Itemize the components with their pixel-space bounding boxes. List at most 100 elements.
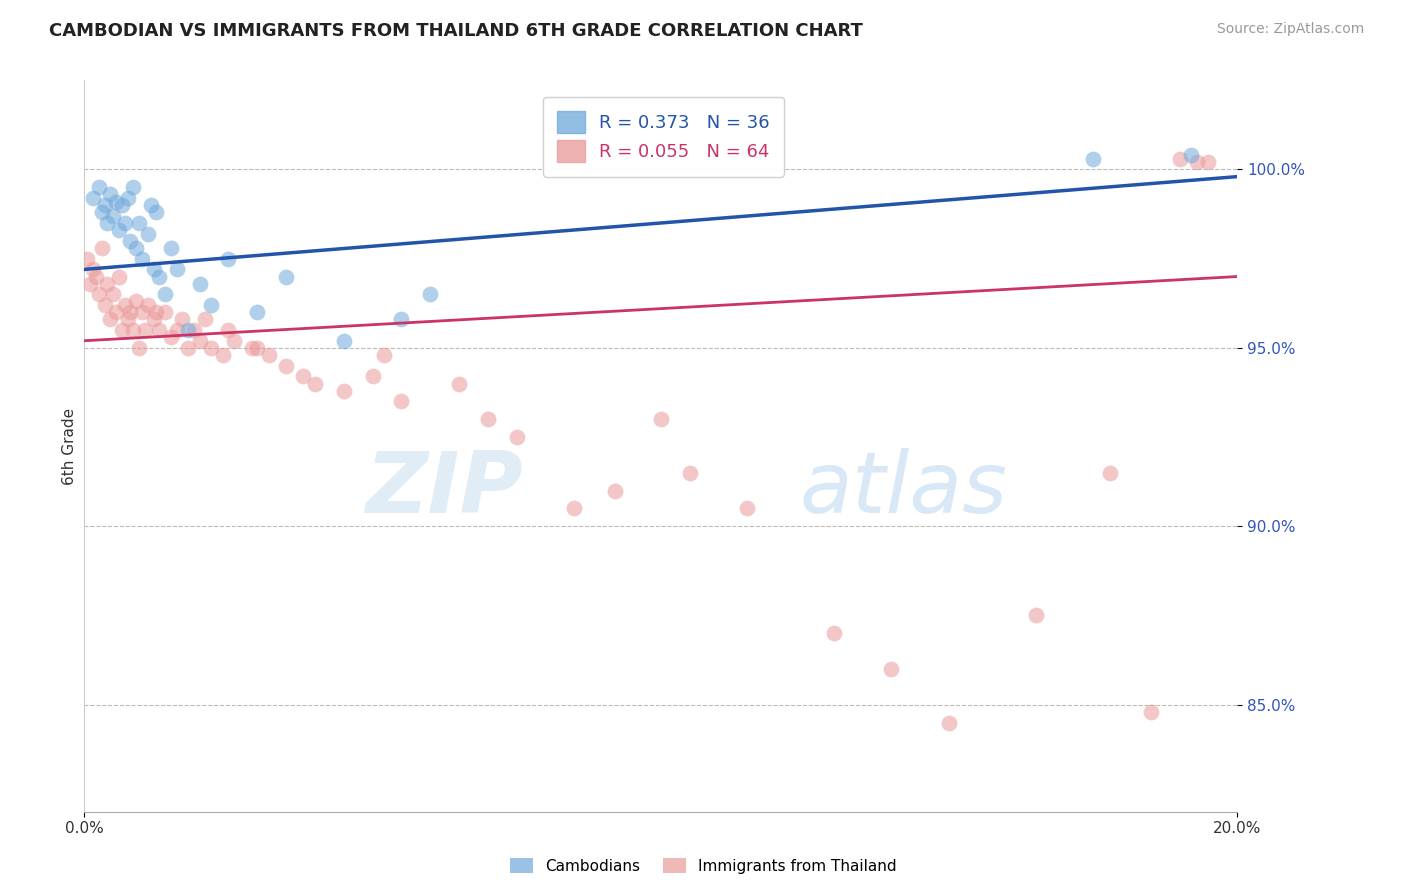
- Text: ZIP: ZIP: [364, 449, 523, 532]
- Point: [148, 323, 170, 337]
- Point: [98, 187, 121, 202]
- Point: [153, 287, 176, 301]
- Point: [111, 323, 134, 337]
- Point: [246, 305, 269, 319]
- Point: [108, 269, 131, 284]
- Point: [240, 341, 263, 355]
- Point: [84, 269, 107, 284]
- Point: [82, 262, 104, 277]
- Point: [737, 501, 759, 516]
- Point: [304, 376, 326, 391]
- Point: [391, 394, 413, 409]
- Point: [160, 241, 183, 255]
- Point: [142, 262, 165, 277]
- Point: [96, 216, 118, 230]
- Point: [679, 466, 702, 480]
- Point: [1180, 148, 1202, 162]
- Point: [166, 323, 188, 337]
- Point: [1083, 152, 1105, 166]
- Point: [200, 298, 222, 312]
- Point: [276, 359, 298, 373]
- Point: [477, 412, 499, 426]
- Point: [246, 341, 269, 355]
- Point: [93, 298, 115, 312]
- Point: [134, 323, 156, 337]
- Point: [131, 252, 153, 266]
- Point: [218, 323, 240, 337]
- Point: [125, 241, 148, 255]
- Point: [120, 234, 142, 248]
- Point: [177, 323, 200, 337]
- Point: [880, 662, 903, 676]
- Point: [361, 369, 384, 384]
- Point: [333, 384, 356, 398]
- Point: [114, 298, 136, 312]
- Point: [1025, 608, 1047, 623]
- Text: Source: ZipAtlas.com: Source: ZipAtlas.com: [1216, 22, 1364, 37]
- Point: [1099, 466, 1122, 480]
- Point: [122, 323, 145, 337]
- Point: [373, 348, 395, 362]
- Point: [603, 483, 626, 498]
- Point: [105, 194, 128, 209]
- Point: [148, 269, 170, 284]
- Point: [103, 287, 124, 301]
- Point: [211, 348, 233, 362]
- Point: [200, 341, 222, 355]
- Point: [120, 305, 142, 319]
- Y-axis label: 6th Grade: 6th Grade: [62, 408, 77, 484]
- Point: [82, 191, 104, 205]
- Point: [108, 223, 131, 237]
- Point: [419, 287, 441, 301]
- Point: [160, 330, 183, 344]
- Point: [183, 323, 205, 337]
- Legend: R = 0.373   N = 36, R = 0.055   N = 64: R = 0.373 N = 36, R = 0.055 N = 64: [543, 96, 785, 177]
- Point: [194, 312, 217, 326]
- Text: atlas: atlas: [799, 449, 1007, 532]
- Point: [96, 277, 118, 291]
- Point: [145, 205, 167, 219]
- Point: [938, 715, 960, 730]
- Point: [136, 227, 159, 241]
- Point: [128, 341, 150, 355]
- Point: [111, 198, 134, 212]
- Point: [125, 294, 148, 309]
- Point: [1198, 155, 1220, 169]
- Point: [136, 298, 159, 312]
- Point: [1185, 155, 1208, 169]
- Point: [117, 191, 139, 205]
- Point: [90, 205, 112, 219]
- Point: [172, 312, 194, 326]
- Text: CAMBODIAN VS IMMIGRANTS FROM THAILAND 6TH GRADE CORRELATION CHART: CAMBODIAN VS IMMIGRANTS FROM THAILAND 6T…: [49, 22, 863, 40]
- Point: [292, 369, 315, 384]
- Point: [257, 348, 280, 362]
- Point: [650, 412, 672, 426]
- Point: [276, 269, 298, 284]
- Point: [90, 241, 112, 255]
- Point: [114, 216, 136, 230]
- Point: [79, 277, 101, 291]
- Point: [98, 312, 121, 326]
- Point: [1140, 705, 1163, 719]
- Point: [177, 341, 200, 355]
- Point: [564, 501, 586, 516]
- Point: [105, 305, 128, 319]
- Point: [128, 216, 150, 230]
- Point: [333, 334, 356, 348]
- Point: [87, 180, 110, 194]
- Point: [449, 376, 471, 391]
- Point: [188, 334, 211, 348]
- Point: [823, 626, 845, 640]
- Legend: Cambodians, Immigrants from Thailand: Cambodians, Immigrants from Thailand: [503, 852, 903, 880]
- Point: [117, 312, 139, 326]
- Point: [188, 277, 211, 291]
- Point: [218, 252, 240, 266]
- Point: [166, 262, 188, 277]
- Point: [139, 198, 162, 212]
- Point: [93, 198, 115, 212]
- Point: [131, 305, 153, 319]
- Point: [76, 252, 98, 266]
- Point: [145, 305, 167, 319]
- Point: [122, 180, 145, 194]
- Point: [87, 287, 110, 301]
